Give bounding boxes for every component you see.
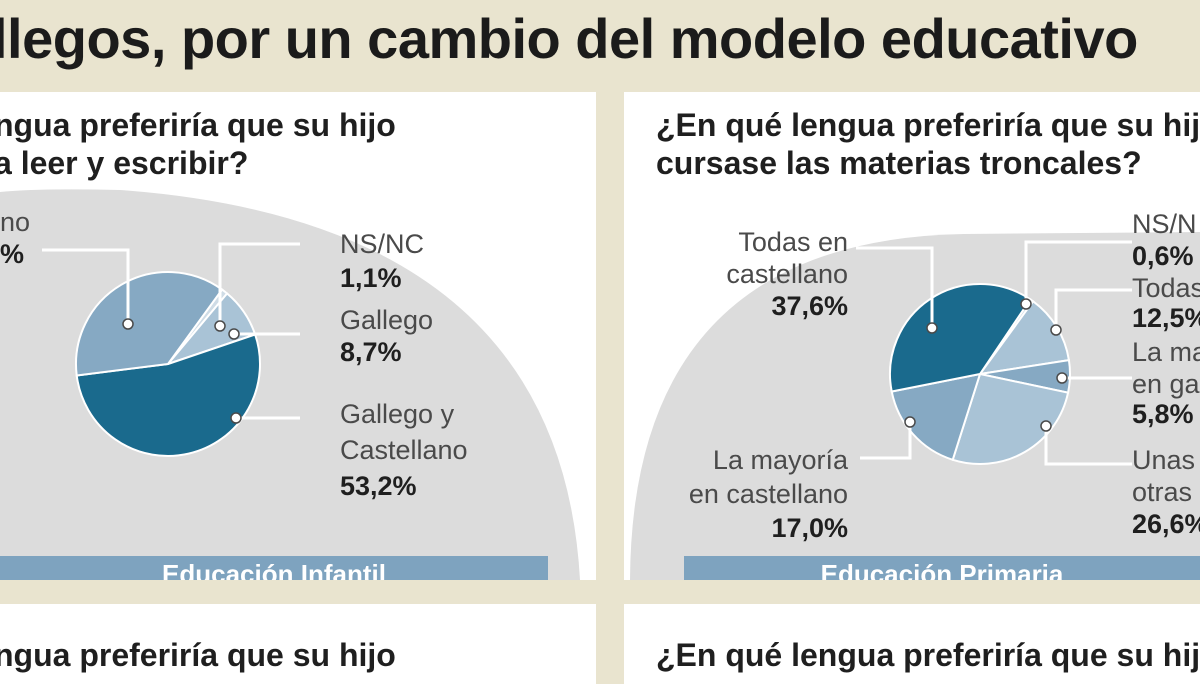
leader-tec-primaria [856, 246, 934, 328]
dot-lmc-primaria [904, 416, 916, 428]
label-nsnc-infantil: NS/NC [340, 229, 425, 259]
dot-castellano-infantil [122, 318, 134, 330]
pct-unas-primaria: 26,6% [1132, 509, 1200, 539]
dot-nsnc-primaria [1020, 298, 1032, 310]
panel-bottom-right: ¿En qué lengua preferiría que su hijo [624, 604, 1200, 684]
infantil-leaders [42, 242, 300, 420]
band-infantil: Educación Infantil [0, 556, 548, 580]
bottom-right-question: ¿En qué lengua preferiría que su hijo [656, 637, 1200, 673]
label-tec-primaria-1: Todas en [738, 227, 848, 257]
pct-todas-primaria: 12,5% [1132, 303, 1200, 333]
infantil-pie [75, 271, 261, 457]
headline: llegos, por un cambio del modelo educati… [0, 0, 1200, 88]
pct-nsnc-infantil: 1,1% [340, 263, 402, 293]
pct-tec-primaria: 37,6% [771, 291, 848, 321]
dot-tec-primaria [926, 322, 938, 334]
primaria-question-line2: cursase las materias troncales? [656, 145, 1142, 181]
panel-bottom-left: ngua preferiría que su hijo [0, 604, 596, 684]
dot-nsnc-infantil [214, 320, 226, 332]
pct-castellano-infantil: % [0, 239, 25, 269]
band-primaria: Educación Primaria [684, 556, 1200, 580]
infantil-question-line2: a leer y escribir? [0, 145, 249, 181]
panel-primaria: ¿En qué lengua preferiría que su hijo cu… [624, 92, 1200, 580]
pct-lmc-primaria: 17,0% [771, 513, 848, 543]
primaria-slice-todas-en-castellano [889, 283, 1032, 393]
label-tec-primaria-2: castellano [726, 259, 848, 289]
primaria-question-line1: ¿En qué lengua preferiría que su hijo [656, 107, 1200, 143]
dot-lmg-primaria [1056, 372, 1068, 384]
infantil-slice-gallego-y-castellano [75, 333, 261, 457]
pct-nsnc-primaria: 0,6% [1132, 241, 1194, 271]
infantil-chart [0, 189, 580, 580]
label-lmc-primaria-2: en castellano [688, 479, 848, 509]
primaria-slice-unas-y-otras [951, 372, 1070, 465]
leader-unas-primaria [1044, 426, 1132, 466]
leader-lmc-primaria [860, 422, 912, 460]
label-unas-primaria-2: otras [1132, 477, 1193, 507]
label-lmg-primaria-1: La ma [1132, 337, 1200, 367]
label-gallego-infantil: Gallego [340, 305, 434, 335]
panel-infantil: ngua preferiría que su hijo a leer y esc… [0, 92, 596, 580]
dot-gallego-infantil [228, 328, 240, 340]
leader-todas-primaria [1054, 288, 1132, 330]
dot-gyc-infantil [230, 412, 242, 424]
dot-unas-primaria [1040, 420, 1052, 432]
label-gyc-infantil-1: Gallego y [340, 399, 455, 429]
pct-gallego-infantil: 8,7% [340, 337, 402, 367]
label-unas-primaria-1: Unas [1132, 445, 1196, 475]
leader-nsnc-primaria [1024, 240, 1132, 304]
infantil-slice-castellano [75, 271, 224, 377]
primaria-dots [904, 298, 1068, 432]
primaria-pie [889, 283, 1071, 465]
label-gyc-infantil-2: Castellano [340, 435, 468, 465]
primaria-slice-la-mayoria-en-castellano [890, 372, 982, 462]
infantil-dots [122, 318, 242, 424]
label-castellano-infantil: no [0, 207, 31, 237]
label-lmc-primaria-1: La mayoría [712, 445, 848, 475]
leader-nsnc-infantil [218, 242, 300, 326]
label-todas-primaria: Todas [1132, 273, 1200, 303]
pct-lmg-primaria: 5,8% [1132, 399, 1194, 429]
dot-todas-primaria [1050, 324, 1062, 336]
headline-text: llegos, por un cambio del modelo educati… [0, 7, 1138, 70]
label-lmg-primaria-2: en ga [1132, 369, 1200, 399]
bottom-left-question: ngua preferiría que su hijo [0, 637, 396, 673]
leader-castellano-infantil [42, 248, 130, 324]
primaria-leaders [856, 240, 1132, 466]
infantil-question-line1: ngua preferiría que su hijo [0, 107, 396, 143]
pct-gyc-infantil: 53,2% [340, 471, 417, 501]
label-nsnc-primaria: NS/N [1132, 209, 1197, 239]
primaria-chart [630, 232, 1200, 580]
